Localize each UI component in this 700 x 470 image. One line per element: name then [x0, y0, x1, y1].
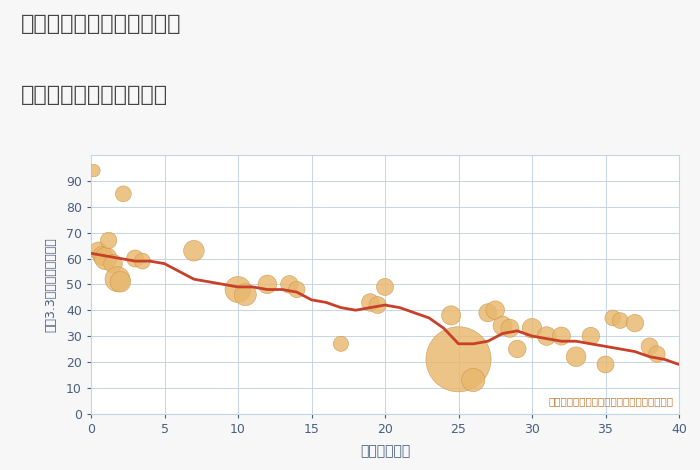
Point — [600, 361, 611, 368]
Point — [379, 283, 391, 290]
Point — [652, 350, 663, 358]
Point — [97, 252, 108, 259]
Point — [526, 324, 538, 332]
Point — [335, 340, 346, 347]
Point — [468, 376, 479, 384]
Text: 円の大きさは、取引のあった物件面積を示す: 円の大きさは、取引のあった物件面積を示す — [548, 396, 673, 406]
Point — [512, 345, 523, 352]
Point — [446, 312, 457, 319]
Point — [644, 343, 655, 350]
Point — [482, 309, 493, 317]
Point — [291, 286, 302, 293]
Point — [88, 167, 99, 174]
Point — [108, 260, 119, 267]
Y-axis label: 平（3.3㎡）単価（万円）: 平（3.3㎡）単価（万円） — [45, 237, 57, 332]
Point — [504, 324, 515, 332]
Point — [372, 301, 384, 309]
Point — [103, 236, 114, 244]
Text: 築年数別中古戸建て価格: 築年数別中古戸建て価格 — [21, 85, 168, 105]
Point — [497, 322, 508, 329]
Point — [284, 281, 295, 288]
Point — [490, 306, 501, 314]
Point — [92, 247, 104, 254]
Text: 兵庫県姫路市的形町福泊の: 兵庫県姫路市的形町福泊の — [21, 14, 181, 34]
Point — [115, 278, 126, 285]
Point — [570, 353, 582, 360]
Point — [585, 332, 596, 340]
Point — [100, 255, 111, 262]
Point — [118, 190, 129, 197]
Point — [541, 332, 552, 340]
Point — [136, 257, 148, 265]
Point — [239, 291, 251, 298]
Point — [130, 255, 141, 262]
Point — [112, 275, 123, 283]
X-axis label: 築年数（年）: 築年数（年） — [360, 444, 410, 458]
Point — [188, 247, 199, 254]
Point — [629, 320, 641, 327]
Point — [556, 332, 567, 340]
Point — [262, 281, 273, 288]
Point — [615, 317, 626, 324]
Point — [232, 286, 244, 293]
Point — [608, 314, 619, 321]
Point — [453, 355, 464, 363]
Point — [365, 299, 376, 306]
